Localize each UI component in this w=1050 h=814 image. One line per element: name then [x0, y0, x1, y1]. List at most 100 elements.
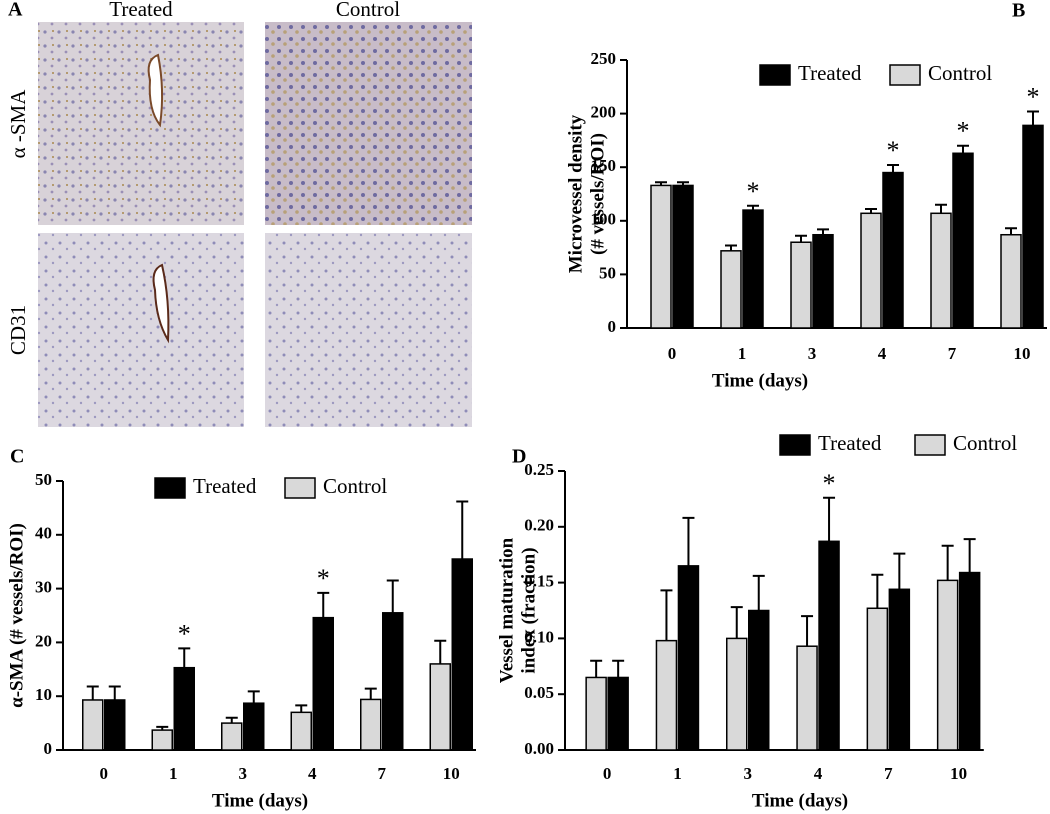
legend-swatch: [759, 64, 791, 86]
error-bar: [957, 144, 969, 154]
error-bar: [865, 208, 877, 214]
y-tick-label: 0.10: [524, 627, 554, 646]
bar: [382, 612, 404, 751]
bar: [796, 645, 818, 751]
error-bar: [935, 203, 947, 214]
error-bar: [612, 659, 625, 678]
bar: [952, 152, 974, 329]
bar: [451, 558, 473, 751]
y-tick-label: 150: [591, 156, 617, 175]
bar: [585, 676, 607, 751]
error-bar: [871, 573, 884, 609]
x-tick-label: 4: [878, 344, 887, 363]
legend-label: Treated: [818, 431, 882, 455]
bar: [672, 184, 694, 329]
error-bar: [893, 552, 906, 590]
panel-label: D: [512, 446, 526, 468]
bar: [173, 666, 195, 751]
x-tick-label: 0: [603, 764, 612, 783]
bar: [607, 676, 629, 751]
y-axis-label: α-SMA (# vessels/ROI): [6, 523, 27, 708]
y-axis-label: Microvessel density: [565, 114, 586, 273]
significance-star: *: [823, 469, 836, 498]
bar: [1000, 233, 1022, 329]
y-tick-label: 0.20: [524, 516, 554, 535]
error-bar: [725, 244, 737, 251]
legend-label: Control: [953, 431, 1017, 455]
panel-label: B: [1012, 0, 1025, 22]
bar: [748, 609, 770, 751]
row-label: α -SMA: [6, 89, 30, 159]
error-bar: [677, 181, 689, 186]
bar: [650, 184, 672, 329]
y-axis-label: index (fraction): [518, 547, 539, 673]
bar: [958, 571, 981, 751]
legend-swatch: [154, 477, 186, 499]
legend-swatch: [779, 434, 811, 456]
vessel: [152, 263, 170, 344]
x-axis-label: Time (days): [212, 790, 308, 811]
error-bar: [795, 234, 807, 243]
x-tick-label: 1: [738, 344, 747, 363]
error-bar: [225, 716, 238, 724]
column-label: Treated: [109, 0, 173, 21]
y-tick-label: 50: [599, 263, 616, 282]
y-tick-label: 0.15: [524, 572, 554, 591]
x-tick-label: 4: [814, 764, 823, 783]
y-tick-label: 100: [591, 210, 617, 229]
bar: [860, 212, 882, 329]
y-tick-label: 40: [35, 524, 52, 543]
legend-swatch: [914, 434, 946, 456]
error-bar: [963, 538, 976, 573]
bar: [243, 702, 265, 751]
bar: [1022, 124, 1044, 329]
bar: [82, 699, 104, 751]
error-bar: [434, 639, 447, 664]
bar: [888, 588, 911, 751]
row-label: CD31: [6, 305, 30, 355]
y-tick-label: 0.00: [524, 739, 554, 758]
bar: [429, 663, 451, 751]
error-bar: [801, 615, 814, 647]
x-tick-label: 0: [668, 344, 677, 363]
bar: [720, 250, 742, 329]
bar: [930, 212, 952, 329]
error-bar: [295, 704, 308, 713]
error-bar: [660, 589, 673, 641]
legend-label: Treated: [193, 474, 257, 498]
bar: [104, 699, 126, 751]
column-label: Control: [336, 0, 400, 21]
y-tick-label: 0.05: [524, 683, 554, 702]
x-tick-label: 1: [169, 764, 178, 783]
y-tick-label: 30: [35, 578, 52, 597]
x-tick-label: 0: [100, 764, 109, 783]
x-tick-label: 10: [950, 764, 967, 783]
panel-label: C: [10, 446, 24, 468]
y-tick-label: 20: [35, 631, 52, 650]
x-tick-label: 3: [744, 764, 753, 783]
significance-star: *: [1027, 82, 1040, 111]
error-bar: [456, 500, 469, 560]
y-tick-label: 0: [44, 739, 53, 758]
error-bar: [364, 687, 377, 700]
significance-star: *: [317, 564, 330, 593]
y-axis-label: (# vessels/ROI): [587, 133, 608, 255]
significance-star: *: [957, 117, 970, 146]
significance-star: *: [178, 619, 191, 648]
bar: [312, 616, 334, 751]
bar: [812, 233, 834, 329]
x-tick-label: 3: [239, 764, 248, 783]
bar: [726, 637, 748, 751]
bar: [360, 698, 382, 751]
micrograph: [38, 22, 244, 225]
significance-star: *: [887, 136, 900, 165]
significance-star: *: [747, 177, 760, 206]
x-axis-label: Time (days): [752, 790, 848, 811]
micrograph: [265, 233, 472, 427]
error-bar: [108, 685, 121, 700]
legend-label: Control: [928, 61, 992, 85]
legend-swatch: [284, 477, 316, 499]
legend-label: Control: [323, 474, 387, 498]
bar: [290, 711, 312, 751]
